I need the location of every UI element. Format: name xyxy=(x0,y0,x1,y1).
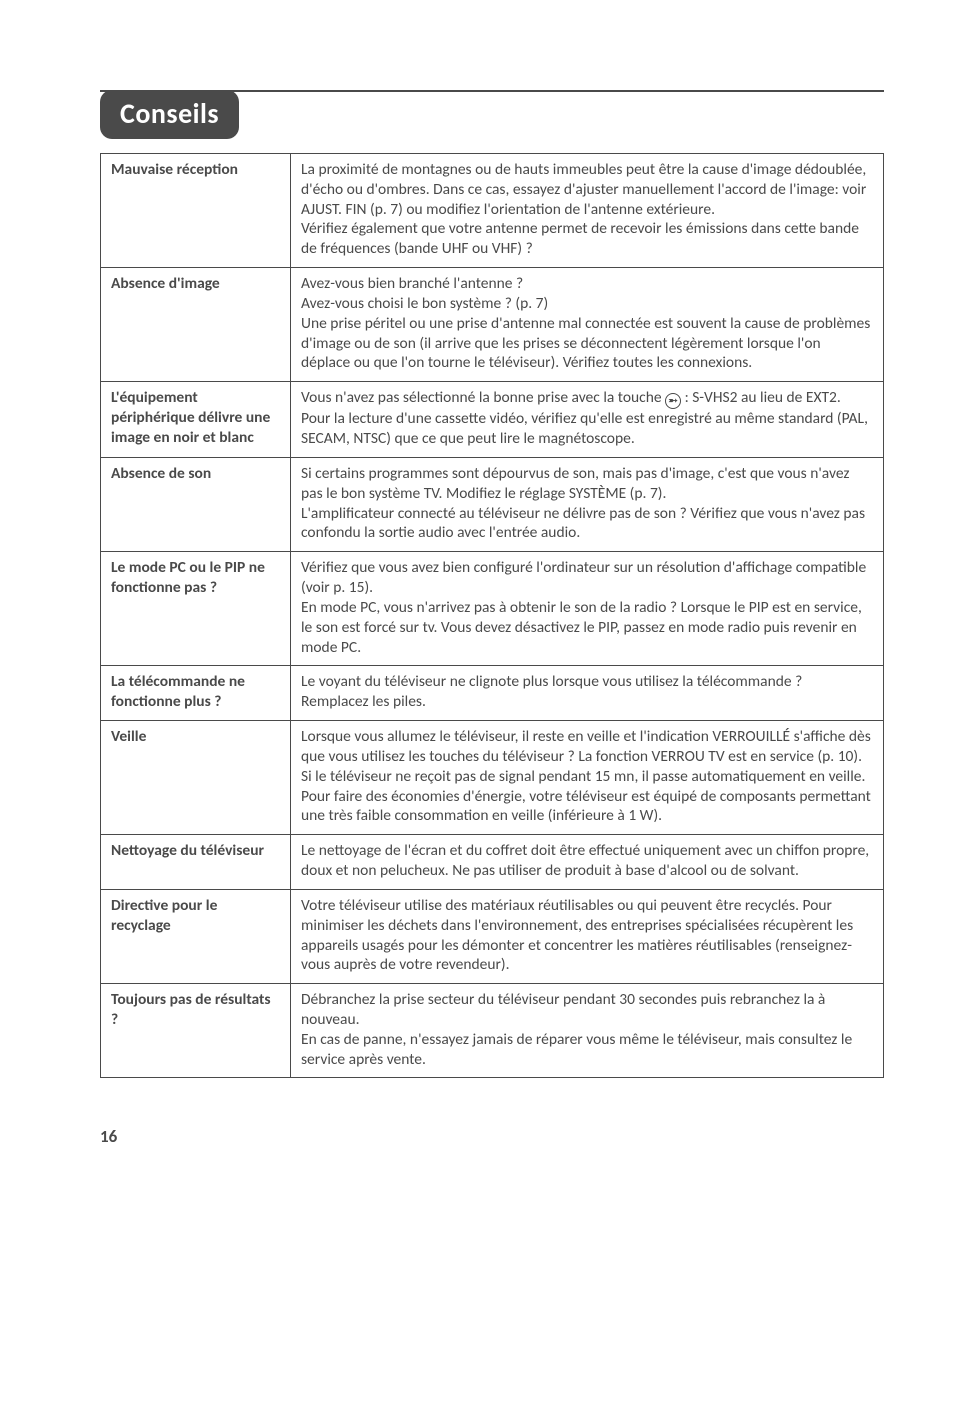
row-label: Directive pour le recyclage xyxy=(101,889,291,983)
table-row: Absence d'image Avez-vous bien branché l… xyxy=(101,268,884,382)
row-body: Lorsque vous allumez le téléviseur, il r… xyxy=(291,721,884,835)
row-label: Absence d'image xyxy=(101,268,291,382)
row-label: Absence de son xyxy=(101,457,291,551)
advice-table: Mauvaise réception La proximité de monta… xyxy=(100,153,884,1078)
row-body: Vous n'avez pas sélectionné la bonne pri… xyxy=(291,382,884,458)
row-body: La proximité de montagnes ou de hauts im… xyxy=(291,154,884,268)
row-label: Le mode PC ou le PIP ne fonctionne pas ? xyxy=(101,552,291,666)
table-row: Toujours pas de résultats ? Débranchez l… xyxy=(101,984,884,1078)
advice-table-body: Mauvaise réception La proximité de monta… xyxy=(101,154,884,1078)
table-row: Absence de son Si certains programmes so… xyxy=(101,457,884,551)
row-body: Votre téléviseur utilise des matériaux r… xyxy=(291,889,884,983)
table-row: Directive pour le recyclage Votre télévi… xyxy=(101,889,884,983)
source-select-icon: ➵ xyxy=(665,393,681,409)
row-body: Avez-vous bien branché l'antenne ?Avez-v… xyxy=(291,268,884,382)
row-body: Le voyant du téléviseur ne clignote plus… xyxy=(291,666,884,721)
table-row: La télécommande ne fonctionne plus ? Le … xyxy=(101,666,884,721)
table-row: Le mode PC ou le PIP ne fonctionne pas ?… xyxy=(101,552,884,666)
table-row: Nettoyage du téléviseur Le nettoyage de … xyxy=(101,835,884,890)
section-heading: Conseils xyxy=(100,90,239,139)
page-root: Conseils Mauvaise réception La proximité… xyxy=(0,0,954,1187)
row-body: Le nettoyage de l'écran et du coffret do… xyxy=(291,835,884,890)
row-label: Mauvaise réception xyxy=(101,154,291,268)
row-body-pre: Vous n'avez pas sélectionné la bonne pri… xyxy=(301,388,665,407)
row-body: Débranchez la prise secteur du téléviseu… xyxy=(291,984,884,1078)
row-body: Vérifiez que vous avez bien configuré l'… xyxy=(291,552,884,666)
row-label: La télécommande ne fonctionne plus ? xyxy=(101,666,291,721)
table-row: Mauvaise réception La proximité de monta… xyxy=(101,154,884,268)
table-row: Veille Lorsque vous allumez le téléviseu… xyxy=(101,721,884,835)
row-label: Toujours pas de résultats ? xyxy=(101,984,291,1078)
page-number: 16 xyxy=(100,1126,884,1147)
row-label: Veille xyxy=(101,721,291,835)
row-body: Si certains programmes sont dépourvus de… xyxy=(291,457,884,551)
row-label: Nettoyage du téléviseur xyxy=(101,835,291,890)
table-row: L'équipement périphérique délivre une im… xyxy=(101,382,884,458)
row-label: L'équipement périphérique délivre une im… xyxy=(101,382,291,458)
